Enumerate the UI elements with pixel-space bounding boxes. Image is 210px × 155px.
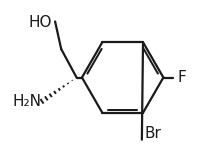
Text: Br: Br — [145, 126, 162, 141]
Text: HO: HO — [29, 16, 52, 31]
Text: F: F — [178, 70, 187, 85]
Text: H₂N: H₂N — [12, 94, 41, 109]
